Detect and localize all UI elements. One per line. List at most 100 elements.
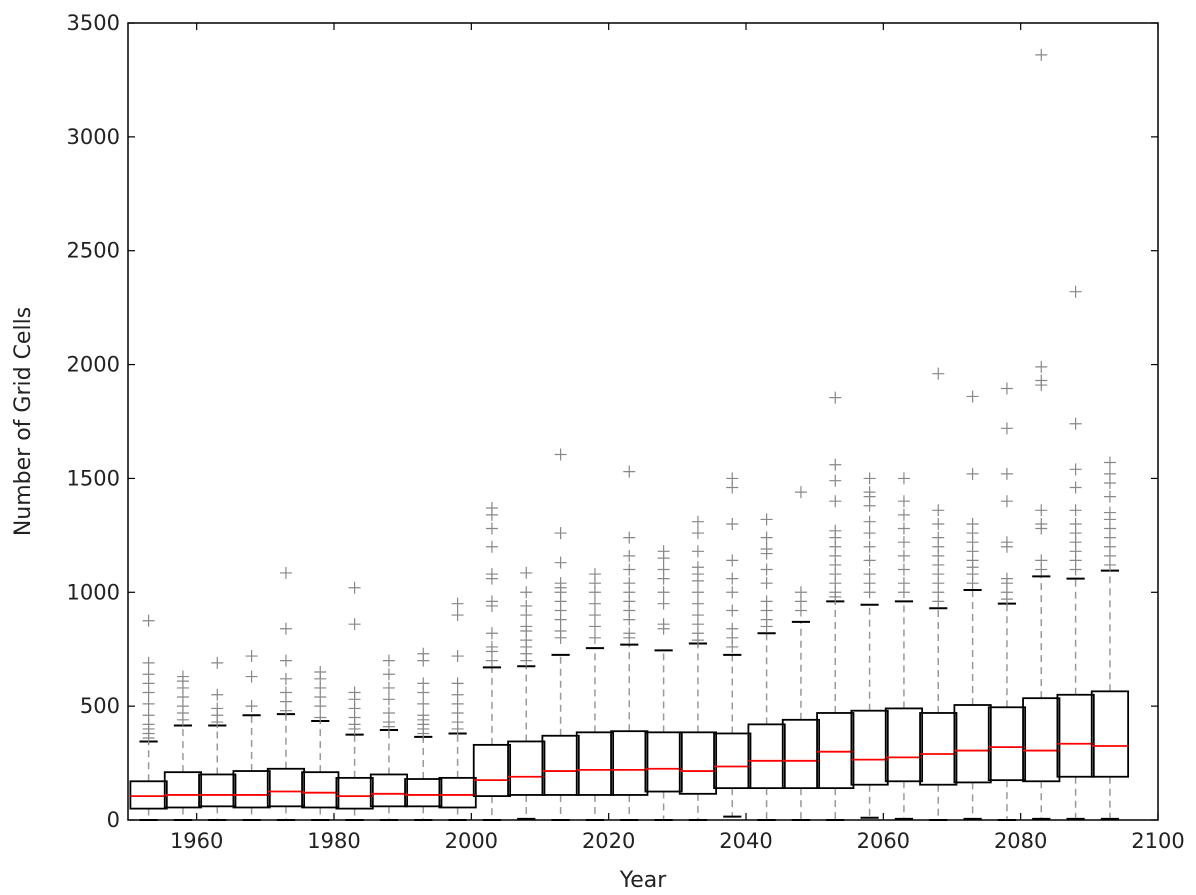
box-group bbox=[610, 465, 649, 821]
outlier-marker bbox=[932, 504, 945, 517]
outlier-marker bbox=[142, 668, 155, 681]
plot-frame bbox=[127, 22, 1159, 821]
box bbox=[404, 778, 443, 808]
outlier-marker bbox=[588, 631, 601, 644]
outlier-marker bbox=[691, 586, 704, 599]
box-group bbox=[884, 472, 924, 820]
outlier-marker bbox=[176, 670, 189, 683]
outlier-marker bbox=[348, 581, 361, 594]
x-tick-label: 2060 bbox=[857, 829, 910, 853]
x-tick-label: 2080 bbox=[994, 829, 1047, 853]
box-group bbox=[747, 513, 786, 821]
outlier-marker bbox=[211, 656, 224, 669]
outlier-marker bbox=[211, 688, 224, 701]
outlier-marker bbox=[932, 517, 945, 530]
y-tick-label: 3500 bbox=[67, 11, 120, 35]
box bbox=[575, 731, 615, 796]
x-tick-label: 2100 bbox=[1131, 829, 1184, 853]
outlier-marker bbox=[314, 665, 327, 678]
outlier-marker bbox=[657, 586, 670, 599]
box bbox=[266, 767, 306, 808]
outlier-marker bbox=[897, 522, 910, 535]
outlier-marker bbox=[1103, 456, 1116, 469]
outlier-marker bbox=[1069, 504, 1082, 517]
box-group bbox=[404, 647, 443, 821]
box-group bbox=[919, 367, 958, 821]
outlier-marker bbox=[897, 508, 910, 521]
box bbox=[335, 776, 374, 810]
outlier-marker bbox=[897, 549, 910, 562]
outlier-marker bbox=[897, 536, 910, 549]
box-group bbox=[507, 566, 546, 820]
box-group bbox=[816, 391, 855, 821]
outlier-marker bbox=[1035, 360, 1048, 373]
outlier-marker bbox=[863, 486, 876, 499]
outlier-marker bbox=[760, 577, 773, 590]
outlier-marker bbox=[760, 543, 773, 556]
outlier-marker bbox=[211, 702, 224, 715]
outlier-marker bbox=[1069, 463, 1082, 476]
outlier-marker bbox=[1069, 285, 1082, 298]
box bbox=[472, 743, 512, 797]
box-group bbox=[1090, 456, 1130, 820]
box bbox=[953, 704, 992, 784]
box bbox=[816, 712, 855, 790]
box-group bbox=[472, 502, 512, 821]
outlier-marker bbox=[1000, 572, 1013, 585]
outlier-marker bbox=[485, 595, 498, 608]
box-group bbox=[1022, 48, 1061, 820]
outlier-marker bbox=[1000, 382, 1013, 395]
box bbox=[301, 771, 340, 809]
box bbox=[850, 709, 889, 786]
box bbox=[713, 732, 752, 790]
box bbox=[884, 707, 924, 783]
y-tick-label: 1500 bbox=[67, 466, 120, 490]
outlier-marker bbox=[1103, 506, 1116, 519]
outlier-marker bbox=[485, 522, 498, 535]
outlier-marker bbox=[623, 531, 636, 544]
outlier-marker bbox=[588, 568, 601, 581]
outlier-marker bbox=[245, 700, 258, 713]
outlier-marker bbox=[966, 390, 979, 403]
outlier-marker bbox=[417, 709, 430, 722]
box-group bbox=[953, 390, 992, 820]
outlier-marker bbox=[863, 472, 876, 485]
outlier-marker bbox=[451, 688, 464, 701]
outlier-marker bbox=[588, 609, 601, 622]
outlier-marker bbox=[829, 524, 842, 537]
outlier-marker bbox=[691, 515, 704, 528]
outlier-marker bbox=[554, 448, 567, 461]
outlier-marker bbox=[623, 563, 636, 576]
x-tick-label: 2040 bbox=[719, 829, 772, 853]
box-group bbox=[1056, 285, 1095, 820]
y-tick-label: 1000 bbox=[67, 580, 120, 604]
outlier-marker bbox=[1103, 467, 1116, 480]
outlier-marker bbox=[863, 540, 876, 553]
outlier-marker bbox=[1035, 504, 1048, 517]
x-tick-label: 1980 bbox=[307, 829, 360, 853]
outlier-marker bbox=[1000, 536, 1013, 549]
y-tick-label: 500 bbox=[80, 694, 120, 718]
outlier-marker bbox=[760, 595, 773, 608]
y-axis: 0 500 1000 1500 2000 2500 3000 3500 bbox=[67, 11, 1158, 832]
outlier-marker bbox=[691, 609, 704, 622]
outlier-marker bbox=[417, 647, 430, 660]
box-group bbox=[266, 566, 306, 821]
outlier-marker bbox=[1035, 374, 1048, 387]
outlier-marker bbox=[726, 572, 739, 585]
box-group bbox=[198, 656, 237, 821]
outlier-marker bbox=[863, 554, 876, 567]
outlier-marker bbox=[726, 554, 739, 567]
outlier-marker bbox=[382, 693, 395, 706]
outlier-marker bbox=[520, 599, 533, 612]
outlier-marker bbox=[691, 545, 704, 558]
outlier-marker bbox=[932, 367, 945, 380]
box bbox=[1056, 693, 1095, 778]
y-tick-label: 2000 bbox=[67, 353, 120, 377]
outlier-marker bbox=[932, 531, 945, 544]
x-tick-label: 1960 bbox=[170, 829, 223, 853]
outlier-marker bbox=[142, 656, 155, 669]
outlier-marker bbox=[897, 495, 910, 508]
box-group bbox=[850, 472, 889, 819]
outlier-marker bbox=[897, 472, 910, 485]
